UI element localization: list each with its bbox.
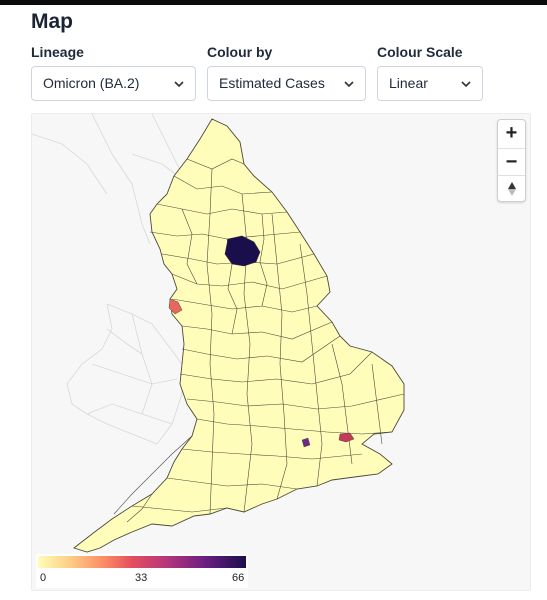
legend-min: 0 <box>40 572 47 584</box>
color-legend: 0 33 66 <box>36 554 248 588</box>
colour-scale-value: Linear <box>389 75 428 91</box>
district-high-north[interactable] <box>224 235 261 267</box>
england-outline[interactable] <box>73 118 405 553</box>
zoom-in-button[interactable]: + <box>505 122 518 144</box>
chevron-down-icon <box>461 81 471 88</box>
legend-mid: 33 <box>135 572 148 584</box>
choropleth-map[interactable] <box>32 114 531 591</box>
colour-scale-label: Colour Scale <box>377 44 463 60</box>
district-borders <box>113 158 405 523</box>
district-high-west[interactable] <box>168 298 183 315</box>
legend-gradient-bar <box>38 556 246 568</box>
district-high-east[interactable] <box>338 432 355 443</box>
colour-by-label: Colour by <box>207 44 273 60</box>
zoom-out-button[interactable]: − <box>498 148 525 175</box>
colour-scale-select[interactable]: Linear <box>377 66 483 101</box>
zoom-control: + − <box>497 119 526 202</box>
neighbour-regions <box>32 114 183 445</box>
map-panel[interactable]: + − 0 33 66 <box>31 113 531 591</box>
top-bar <box>0 0 547 5</box>
england-regions[interactable] <box>73 118 405 553</box>
colour-by-field: Colour by Estimated Cases <box>207 44 366 101</box>
lineage-select[interactable]: Omicron (BA.2) <box>31 66 196 101</box>
colour-by-select[interactable]: Estimated Cases <box>207 66 366 101</box>
chevron-down-icon <box>174 81 184 88</box>
page-title: Map <box>31 10 73 33</box>
colour-scale-field: Colour Scale Linear <box>377 44 483 101</box>
chevron-down-icon <box>344 81 354 88</box>
district-high-london[interactable] <box>301 437 311 448</box>
lineage-label: Lineage <box>31 44 84 60</box>
lineage-value: Omicron (BA.2) <box>43 75 140 91</box>
lineage-field: Lineage Omicron (BA.2) <box>31 44 196 101</box>
compass-icon <box>507 182 516 196</box>
legend-max: 66 <box>232 572 245 584</box>
reset-north-button[interactable] <box>498 175 525 202</box>
colour-by-value: Estimated Cases <box>219 75 325 91</box>
